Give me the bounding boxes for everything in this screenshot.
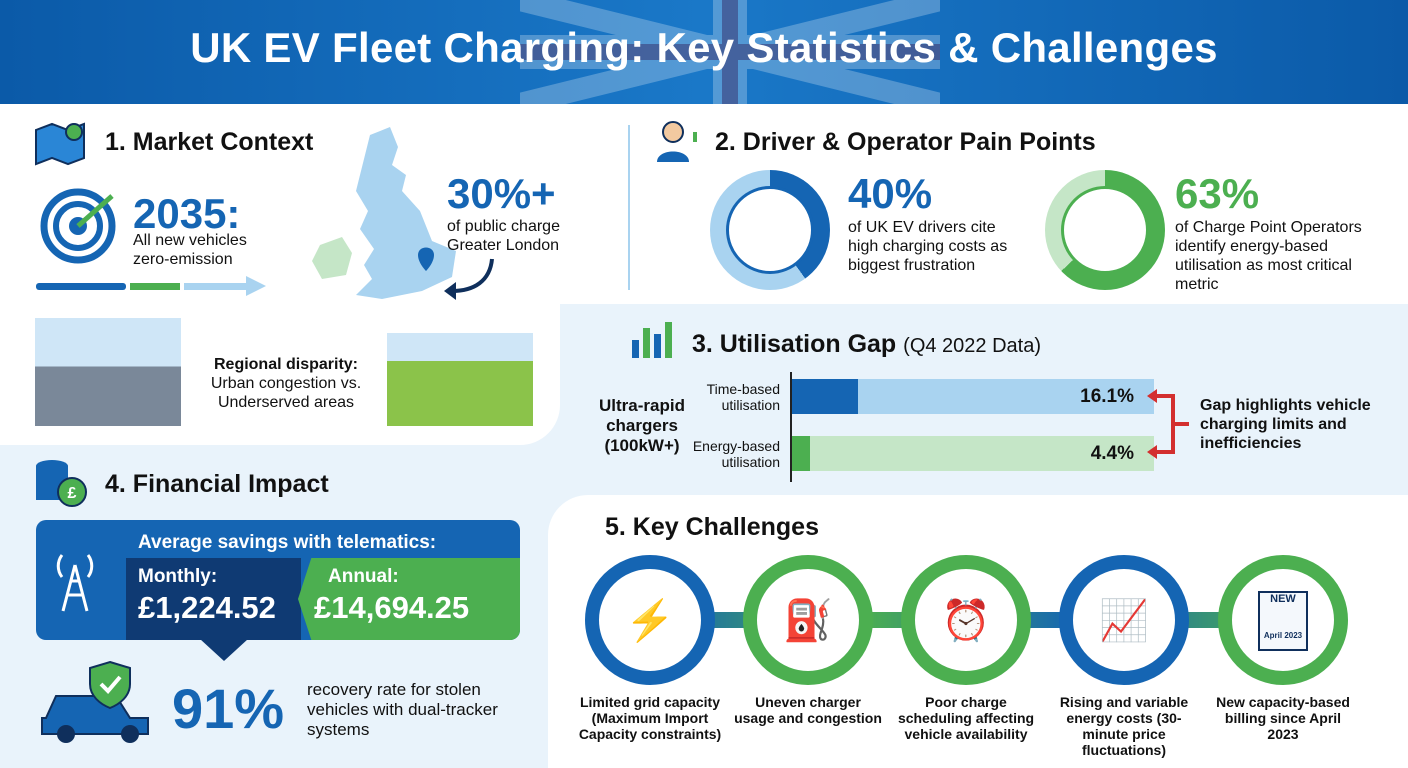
annual-label: Annual: <box>328 566 399 587</box>
savings-heading: Average savings with telematics: <box>138 532 437 553</box>
energy-bar-fill <box>792 436 810 471</box>
operators-text: of Charge Point Operators identify energ… <box>1175 219 1362 293</box>
annual-value: £14,694.25 <box>314 590 470 625</box>
rising-chart-icon: 📈 <box>1099 599 1149 643</box>
svg-text:£: £ <box>68 485 77 502</box>
target-plug-icon <box>40 188 116 264</box>
regional-label: Regional disparity: <box>213 356 359 373</box>
target-year-text: All new vehicles zero-emission <box>133 232 247 268</box>
monthly-value: £1,224.52 <box>138 590 276 625</box>
timeline-arrow <box>36 276 266 296</box>
regional-text: Urban congestion vs. Underserved areas <box>210 375 362 411</box>
clock-calendar-icon: ⏰ <box>941 599 991 643</box>
charger-category: Ultra-rapid chargers (100kW+) <box>599 396 685 455</box>
section-title: 2. Driver & Operator Pain Points <box>715 128 1096 156</box>
recovery-pct: 91% <box>172 677 285 740</box>
antenna-tower-icon <box>56 554 94 612</box>
savings-card: Average savings with telematics: Monthly… <box>36 520 520 640</box>
challenge-ring: ⏰ <box>901 555 1031 685</box>
chargers-queue-icon: ⛽ <box>783 599 833 643</box>
challenge-label: Uneven charger usage and congestion <box>734 694 882 726</box>
drivers-text: of UK EV drivers cite high charging cost… <box>848 219 1008 274</box>
pain-points-panel <box>560 104 1408 304</box>
map-pin-icon <box>35 122 85 166</box>
monthly-box <box>126 558 301 640</box>
time-bar-value: 16.1% <box>1080 386 1134 407</box>
bar-label-time: Time-based utilisation <box>706 381 780 413</box>
pylon-warning-icon: ⚡ <box>625 599 675 643</box>
page-title: UK EV Fleet Charging: Key Statistics & C… <box>190 24 1218 71</box>
callout-pointer <box>200 639 248 661</box>
section-subtitle: (Q4 2022 Data) <box>903 335 1042 357</box>
uk-map <box>312 127 456 299</box>
time-bar-track: 16.1% <box>792 379 1154 414</box>
section-title: 4. Financial Impact <box>105 470 329 498</box>
drivers-pct: 40% <box>848 170 933 217</box>
bill-new: NEW <box>1270 593 1296 605</box>
challenge-label: Poor charge scheduling affecting vehicle… <box>897 694 1035 742</box>
bar-label-energy: Energy-based utilisation <box>692 438 780 470</box>
section-title: 5. Key Challenges <box>605 513 819 541</box>
challenge-label: New capacity-based billing since April 2… <box>1216 694 1350 742</box>
annual-box <box>298 558 520 640</box>
time-bar-fill <box>792 379 858 414</box>
urban-congestion-image <box>35 318 181 426</box>
driver-icon <box>726 186 814 274</box>
driver-plug-icon <box>657 121 697 162</box>
pointer-arrow-icon <box>444 258 494 300</box>
section-title: 1. Market Context <box>105 128 314 156</box>
target-year: 2035: <box>133 190 241 237</box>
london-share: 30%+ <box>447 170 556 217</box>
union-flag-watermark <box>520 0 940 104</box>
operators-donut <box>1045 170 1165 290</box>
divider <box>628 125 630 290</box>
car-shield-icon <box>41 660 149 743</box>
chart-axis <box>790 372 792 482</box>
gap-note: Gap highlights vehicle charging limits a… <box>1200 397 1371 452</box>
operator-dashboard-icon <box>1061 186 1149 274</box>
monthly-label: Monthly: <box>138 566 218 587</box>
challenge-ring: ⚡ <box>585 555 715 685</box>
challenge-ring: NEW April 2023 <box>1218 555 1348 685</box>
operators-pct: 63% <box>1175 170 1260 217</box>
recovery-text: recovery rate for stolen vehicles with d… <box>307 680 498 739</box>
energy-bar-value: 4.4% <box>1090 443 1134 464</box>
challenge-label: Rising and variable energy costs (30-min… <box>1059 694 1189 758</box>
drivers-donut <box>710 170 830 290</box>
gap-bracket-arrow <box>1147 389 1189 459</box>
coins-pound-icon: £ <box>36 460 87 507</box>
section-title: 3. Utilisation Gap <box>692 330 897 358</box>
challenge-label: Limited grid capacity (Maximum Import Ca… <box>578 694 722 742</box>
challenge-ring: 📈 <box>1059 555 1189 685</box>
bar-chart-icon <box>632 322 672 358</box>
energy-bar-track: 4.4% <box>792 436 1154 471</box>
bill-document-icon: NEW April 2023 <box>1232 591 1334 651</box>
challenge-ring: ⛽ <box>743 555 873 685</box>
bill-date: April 2023 <box>1263 631 1303 640</box>
rural-road-image <box>387 333 533 426</box>
header-banner: UK EV Fleet Charging: Key Statistics & C… <box>0 0 1408 104</box>
